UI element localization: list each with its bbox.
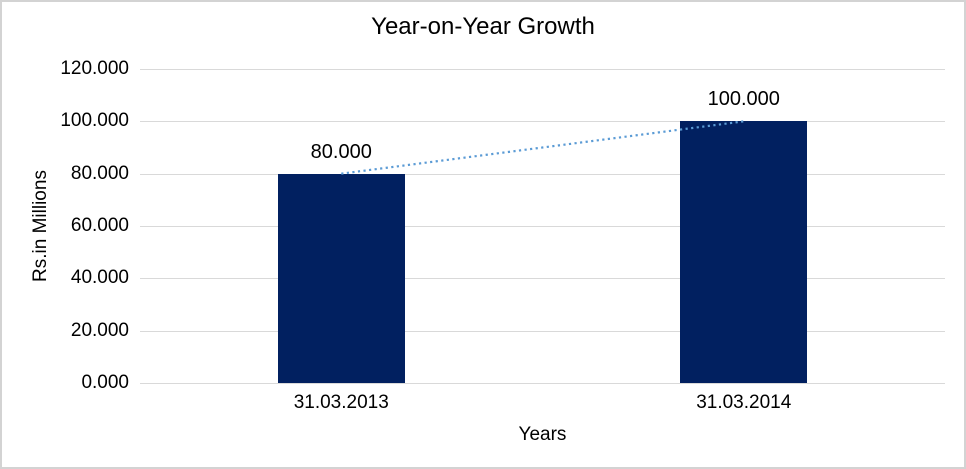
y-tick-label: 100.000 (60, 110, 129, 132)
chart-title: Year-on-Year Growth (371, 13, 595, 40)
bar-data-label: 80.000 (310, 140, 372, 163)
plot-area (140, 69, 945, 384)
x-axis-line (140, 383, 945, 384)
x-axis-title: Years (518, 424, 567, 445)
gridline (140, 278, 945, 280)
bar (277, 173, 405, 383)
gridline (140, 121, 945, 123)
gridline (140, 226, 945, 227)
bar-data-label: 100.000 (707, 88, 780, 111)
gridline (140, 330, 945, 332)
y-tick-label: 120.000 (60, 58, 129, 79)
y-tick-label: 80.000 (70, 162, 129, 184)
y-tick-label: 20.000 (70, 319, 129, 341)
y-tick-label: 60.000 (70, 215, 129, 236)
y-tick-label: 0.000 (81, 372, 129, 393)
gridline (140, 69, 945, 70)
bar (680, 121, 808, 383)
x-tick-label: 31.03.2013 (293, 392, 389, 413)
x-tick-label: 31.03.2014 (696, 392, 792, 413)
gridline (140, 173, 945, 175)
y-tick-label: 40.000 (70, 267, 129, 289)
